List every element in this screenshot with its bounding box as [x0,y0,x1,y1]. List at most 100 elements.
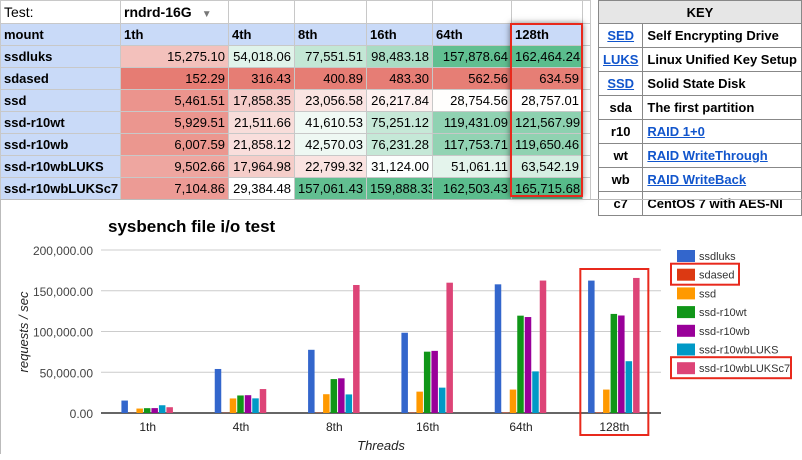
test-select[interactable]: rndrd-16G▼ [121,1,229,24]
empty-cell [583,134,591,156]
key-text: Linux Unified Key Setup [647,52,797,67]
value-cell[interactable]: 76,231.28 [367,134,433,156]
value-cell[interactable]: 28,754.56 [433,90,512,112]
value-cell[interactable]: 42,570.03 [295,134,367,156]
bar-ssd-r10wb-8th [338,378,345,413]
key-desc-cell: RAID 1+0 [643,120,802,144]
key-desc-cell: RAID WriteBack [643,168,802,192]
bar-ssdluks-16th [401,333,408,413]
key-link[interactable]: SSD [607,76,634,91]
value-cell[interactable]: 5,461.51 [121,90,229,112]
column-header: 8th [295,24,367,46]
x-tick-label: 8th [326,420,343,434]
value-cell[interactable]: 9,502.66 [121,156,229,178]
value-cell[interactable]: 152.29 [121,68,229,90]
legend-label: sdased [699,270,734,282]
legend-label: ssd-r10wbLUKS [699,345,778,357]
key-link[interactable]: RAID WriteThrough [647,148,767,163]
bar-ssdluks-8th [308,350,315,413]
empty-cell [512,1,583,24]
empty-cell [433,1,512,24]
value-cell[interactable]: 562.56 [433,68,512,90]
bar-ssd-r10wt-16th [424,352,431,413]
value-cell[interactable]: 22,799.32 [295,156,367,178]
value-cell[interactable]: 77,551.51 [295,46,367,68]
bar-ssd-r10wbLUKS-16th [439,388,446,413]
x-tick-label: 1th [139,420,156,434]
value-cell[interactable]: 29,384.48 [229,178,295,200]
value-cell[interactable]: 119,431.09 [433,112,512,134]
mount-cell: sdased [1,68,121,90]
key-row: LUKS Linux Unified Key Setup [599,48,802,72]
key-desc-cell: The first partition [643,96,802,120]
x-tick-label: 128th [599,420,629,434]
value-cell[interactable]: 54,018.06 [229,46,295,68]
key-link[interactable]: RAID WriteBack [647,172,746,187]
key-desc-cell: Self Encrypting Drive [643,24,802,48]
value-cell[interactable]: 15,275.10 [121,46,229,68]
mount-cell: ssdluks [1,46,121,68]
bar-ssd-r10wb-4th [245,395,252,413]
value-cell[interactable]: 51,061.11 [433,156,512,178]
key-abbr-cell: LUKS [599,48,643,72]
value-cell[interactable]: 23,056.58 [295,90,367,112]
key-title: KEY [599,1,802,24]
key-abbr-cell: wb [599,168,643,192]
value-cell[interactable]: 6,007.59 [121,134,229,156]
value-cell[interactable]: 483.30 [367,68,433,90]
y-tick-label: 50,000.00 [40,366,94,380]
legend-swatch [677,362,695,374]
key-link[interactable]: RAID 1+0 [647,124,704,139]
column-header: 64th [433,24,512,46]
value-cell[interactable]: 316.43 [229,68,295,90]
value-cell[interactable]: 159,888.33 [367,178,433,200]
empty-cell [583,178,591,200]
empty-cell [229,1,295,24]
value-cell[interactable]: 400.89 [295,68,367,90]
bar-sdased-128th [596,412,603,413]
value-cell[interactable]: 17,964.98 [229,156,295,178]
value-cell[interactable]: 21,511.66 [229,112,295,134]
bar-ssd-r10wbLUKS-8th [346,394,353,413]
key-text: wb [612,172,630,187]
value-cell[interactable]: 21,858.12 [229,134,295,156]
legend-swatch [677,269,695,281]
value-cell[interactable]: 117,753.71 [433,134,512,156]
mount-cell: ssd-r10wb [1,134,121,156]
empty-cell [583,156,591,178]
key-abbr-cell: sda [599,96,643,120]
bar-ssdluks-64th [495,284,502,413]
value-cell[interactable]: 5,929.51 [121,112,229,134]
bar-ssd-16th [416,392,423,413]
value-cell[interactable]: 75,251.12 [367,112,433,134]
bar-ssd-1th [136,409,143,413]
bar-ssd-r10wt-1th [144,408,151,413]
key-row: SED Self Encrypting Drive [599,24,802,48]
bar-ssd-r10wbLUKS-4th [252,398,259,413]
value-cell[interactable]: 41,610.53 [295,112,367,134]
value-cell[interactable]: 31,124.00 [367,156,433,178]
value-cell[interactable]: 162,503.43 [433,178,512,200]
value-cell[interactable]: 157,878.64 [433,46,512,68]
x-tick-label: 64th [509,420,532,434]
bar-ssd-4th [230,398,237,413]
value-cell[interactable]: 26,217.84 [367,90,433,112]
value-cell[interactable]: 17,858.35 [229,90,295,112]
value-cell[interactable]: 157,061.43 [295,178,367,200]
value-cell[interactable]: 7,104.86 [121,178,229,200]
bar-ssdluks-4th [215,369,222,413]
bar-ssd-r10wbLUKS-128th [626,361,633,413]
legend-label: ssd-r10wb [699,326,750,338]
dropdown-arrow-icon[interactable]: ▼ [202,9,212,20]
y-tick-label: 150,000.00 [33,285,93,299]
key-link[interactable]: SED [607,28,634,43]
key-link[interactable]: LUKS [603,52,638,67]
key-table: KEY SED Self Encrypting Drive LUKS Linux Un… [598,0,802,216]
value-cell[interactable]: 98,483.18 [367,46,433,68]
